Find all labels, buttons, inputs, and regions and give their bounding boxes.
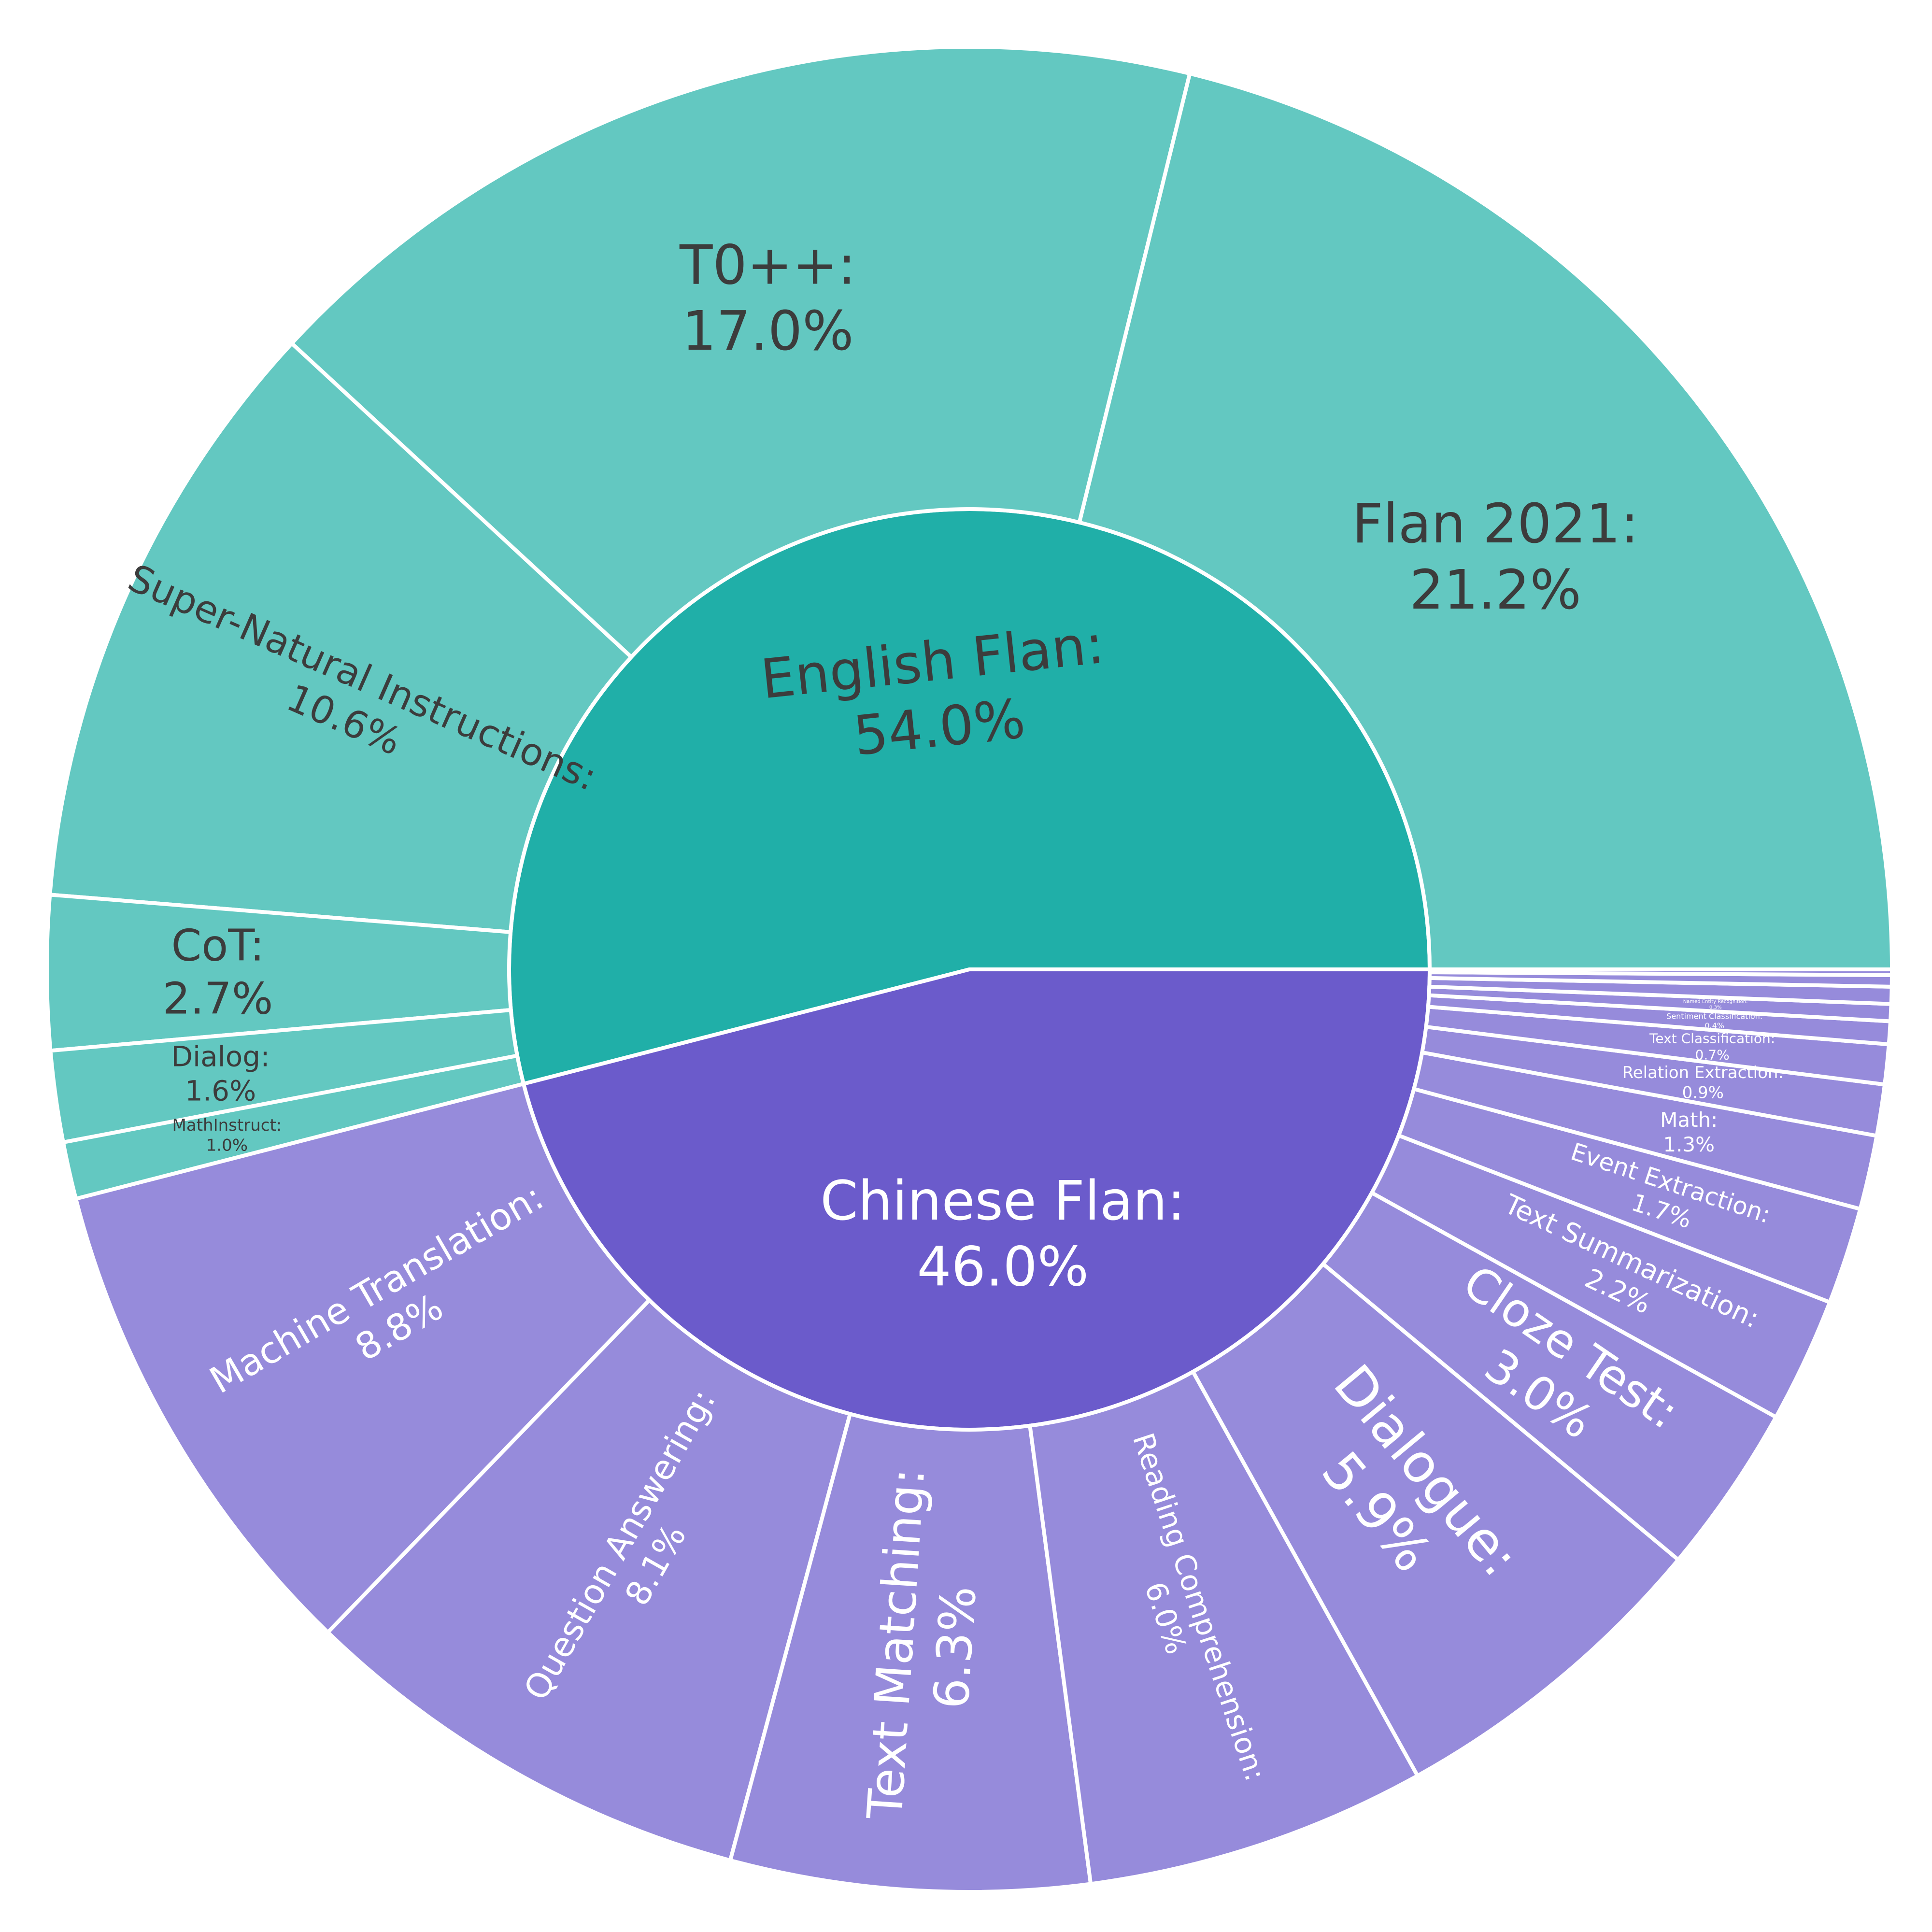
inner-label-chinese-flan: Chinese Flan: 46.0% — [820, 1170, 1185, 1299]
outer-label-mathinstruct: MathInstruct: 1.0% — [172, 1116, 282, 1155]
outer-label-named-entity-recognition: Named Entity Recognition: 0.3% — [1683, 999, 1748, 1010]
outer-label-text-matching: Text Matching:6.3% — [856, 1466, 994, 1825]
outer-label-text-classification: Text Classification: 0.7% — [1649, 1030, 1775, 1063]
outer-slice-super-natural-instructions — [48, 341, 634, 934]
outer-label-t0: T0++: 17.0% — [679, 234, 856, 363]
outer-slice-question-answering — [326, 1298, 852, 1862]
outer-slice-t0 — [290, 45, 1192, 659]
slices-layer — [45, 45, 1894, 1894]
outer-slice-blank-15 — [1427, 967, 1894, 977]
outer-slice-flan-2021 — [1077, 71, 1894, 971]
outer-label-sentiment-classification: Sentiment Classification: 0.4% — [1666, 1011, 1762, 1030]
outer-slice-dialogue — [1191, 1262, 1680, 1778]
outer-slice-text-matching — [728, 1412, 1093, 1894]
outer-label-flan-2021: Flan 2021: 21.2% — [1352, 493, 1639, 622]
outer-label-relation-extraction: Relation Extraction: 0.9% — [1622, 1063, 1784, 1102]
outer-label-cot: CoT: 2.7% — [163, 920, 273, 1024]
outer-slice-reading-comprehension — [1028, 1369, 1420, 1886]
outer-label-dialog: Dialog: 1.6% — [171, 1040, 270, 1108]
outer-label-math: Math: 1.3% — [1660, 1108, 1718, 1156]
outer-slice-machine-translation — [74, 1082, 652, 1634]
